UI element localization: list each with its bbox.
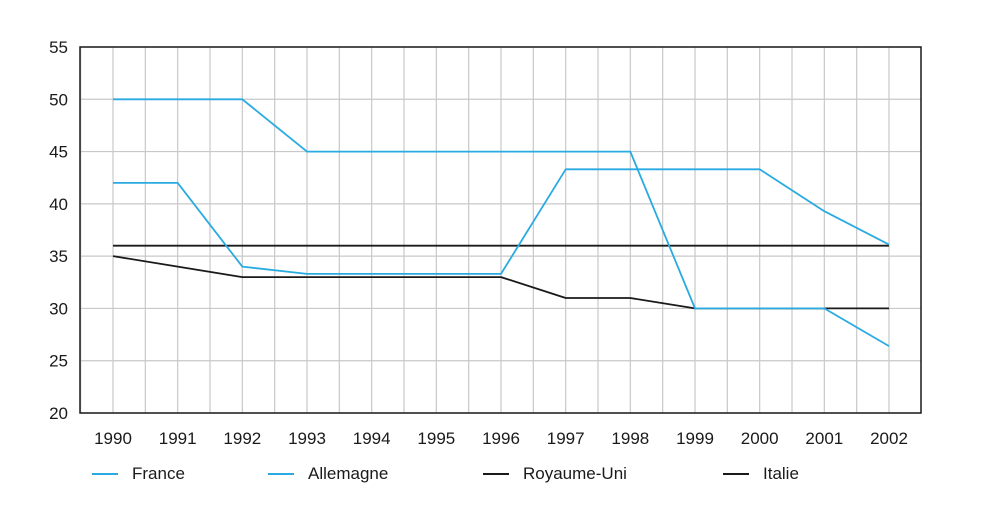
legend-item: France bbox=[92, 462, 185, 486]
legend-swatch bbox=[92, 473, 118, 475]
line-chart: 20 25 30 35 40 45 50 55 1990 1991 1992 1993 1994 1995… bbox=[49, 38, 922, 448]
legend-swatch bbox=[723, 473, 749, 475]
y-tick-label: 55 bbox=[49, 38, 68, 57]
legend-swatch bbox=[483, 473, 509, 475]
x-tick-label: 1996 bbox=[482, 429, 520, 448]
x-tick-label: 1994 bbox=[353, 429, 391, 448]
x-tick-label: 1998 bbox=[611, 429, 649, 448]
x-tick-label: 2001 bbox=[805, 429, 843, 448]
legend-label: Allemagne bbox=[308, 464, 389, 483]
legend-label: Royaume-Uni bbox=[523, 464, 627, 483]
y-tick-label: 40 bbox=[49, 195, 68, 214]
x-tick-label: 1990 bbox=[94, 429, 132, 448]
legend-swatch bbox=[268, 473, 294, 475]
x-tick-label: 1997 bbox=[547, 429, 585, 448]
y-tick-label: 25 bbox=[49, 352, 68, 371]
legend-item: Allemagne bbox=[268, 462, 388, 486]
legend-label: France bbox=[132, 464, 185, 483]
x-tick-label: 1995 bbox=[417, 429, 455, 448]
x-tick-label: 2000 bbox=[741, 429, 779, 448]
legend-item: Royaume-Uni bbox=[483, 462, 627, 486]
x-tick-label: 1991 bbox=[159, 429, 197, 448]
y-tick-label: 20 bbox=[49, 404, 68, 423]
series-line-allemagne bbox=[113, 98, 890, 347]
y-tick-label: 35 bbox=[49, 247, 68, 266]
x-tick-label: 1999 bbox=[676, 429, 714, 448]
x-tick-label: 1992 bbox=[223, 429, 261, 448]
x-tick-label: 2002 bbox=[870, 429, 908, 448]
legend-label: Italie bbox=[763, 464, 799, 483]
legend: France Allemagne Royaume-Uni Italie bbox=[0, 462, 998, 492]
y-tick-label: 30 bbox=[49, 299, 68, 318]
y-tick-label: 45 bbox=[49, 143, 68, 162]
plot-frame bbox=[79, 46, 922, 414]
legend-item: Italie bbox=[723, 462, 799, 486]
x-tick-label: 1993 bbox=[288, 429, 326, 448]
y-tick-label: 50 bbox=[49, 90, 68, 109]
series-line-france bbox=[113, 168, 890, 275]
